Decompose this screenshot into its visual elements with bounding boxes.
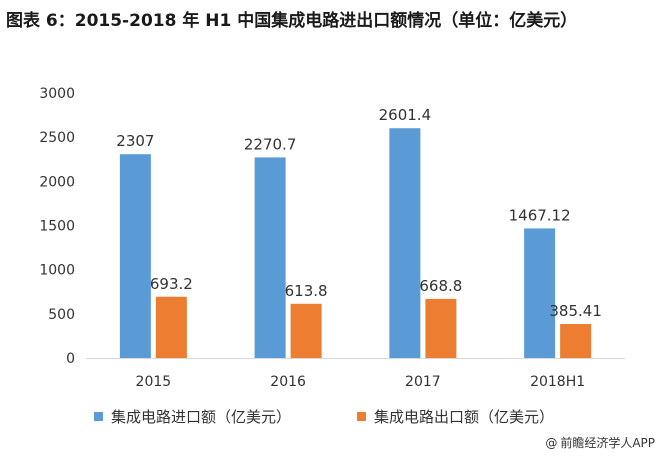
bar-import — [119, 154, 151, 358]
source-credit: @ 前瞻经济学人APP — [545, 434, 655, 451]
x-tick-label: 2018H1 — [530, 374, 585, 390]
data-label: 668.8 — [419, 277, 462, 295]
data-label: 613.8 — [285, 282, 328, 300]
x-tick-label: 2016 — [270, 374, 306, 390]
legend: 集成电路进口额（亿美元） 集成电路出口额（亿美元） — [0, 406, 661, 426]
legend-item-import: 集成电路进口额（亿美元） — [94, 406, 291, 427]
y-tick-label: 2500 — [39, 130, 75, 146]
y-tick-label: 2000 — [39, 174, 75, 190]
source-label: 前瞻经济学人APP — [560, 436, 655, 450]
data-label: 385.41 — [549, 302, 602, 320]
x-tick-label: 2017 — [405, 374, 441, 390]
y-tick-label: 3000 — [39, 86, 75, 102]
legend-item-export: 集成电路出口额（亿美元） — [357, 406, 554, 427]
legend-swatch-export — [357, 412, 366, 421]
bar-export — [155, 296, 187, 358]
y-tick-label: 1000 — [39, 263, 75, 279]
x-tick-label: 2015 — [136, 374, 172, 390]
at-sign-icon: @ — [545, 435, 558, 450]
y-tick-label: 1500 — [39, 219, 75, 235]
bar-export — [290, 303, 322, 358]
bar-import — [389, 128, 421, 358]
y-tick-label: 500 — [48, 307, 75, 323]
bar-import — [524, 228, 556, 358]
legend-label-import: 集成电路进口额（亿美元） — [111, 408, 292, 426]
data-label: 693.2 — [150, 275, 193, 293]
data-label: 2601.4 — [379, 106, 432, 124]
data-label: 1467.12 — [509, 206, 571, 224]
data-label: 2270.7 — [244, 135, 297, 153]
y-tick-label: 0 — [66, 351, 75, 367]
bar-export — [560, 323, 592, 358]
data-label: 2307 — [116, 132, 154, 150]
legend-label-export: 集成电路出口额（亿美元） — [374, 408, 555, 426]
bar-import — [254, 157, 286, 358]
legend-swatch-import — [94, 412, 103, 421]
bar-export — [425, 298, 457, 358]
chart-title: 图表 6：2015-2018 年 H1 中国集成电路进出口额情况（单位：亿美元） — [6, 11, 578, 31]
